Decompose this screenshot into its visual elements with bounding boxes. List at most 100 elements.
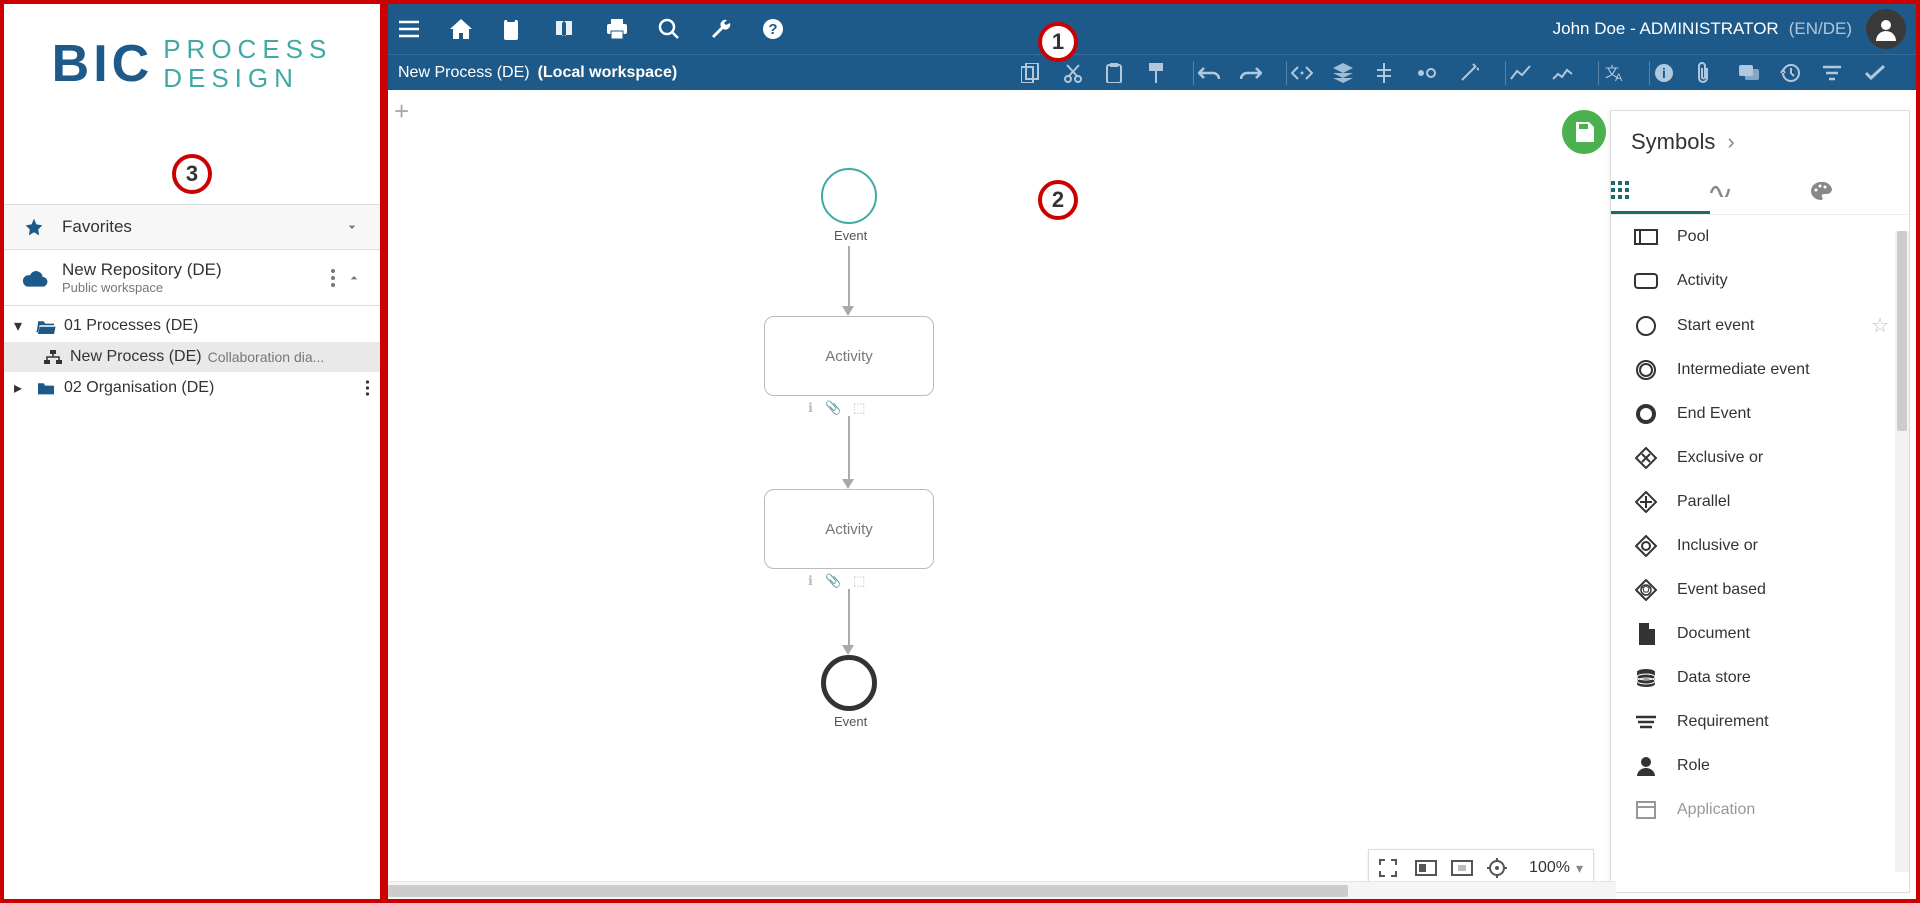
exclusive-or-icon <box>1631 446 1661 470</box>
symbol-requirement[interactable]: Requirement <box>1611 700 1909 744</box>
favorites-section[interactable]: Favorites <box>4 204 380 249</box>
paste-icon[interactable] <box>1105 63 1147 83</box>
fit-width-icon[interactable] <box>1415 860 1451 876</box>
translate-icon[interactable]: 文A <box>1603 63 1645 83</box>
redo-icon[interactable] <box>1240 65 1282 81</box>
parallel-icon <box>1631 490 1661 514</box>
symbol-application[interactable]: Application <box>1611 788 1909 832</box>
fit-page-icon[interactable] <box>1451 860 1487 876</box>
arrow-1[interactable] <box>848 246 850 308</box>
activity-2[interactable]: Activity <box>764 489 934 569</box>
symbol-parallel[interactable]: Parallel <box>1611 480 1909 524</box>
print-icon[interactable] <box>606 19 658 39</box>
symbols-title: Symbols <box>1631 129 1715 155</box>
symbol-pool[interactable]: Pool <box>1611 215 1909 259</box>
help-icon[interactable]: ? <box>762 18 814 40</box>
chevron-right-icon: › <box>1727 129 1734 155</box>
arrow-2[interactable] <box>848 416 850 481</box>
avatar-button[interactable] <box>1866 9 1906 49</box>
end-event-icon <box>1631 402 1661 426</box>
search-icon[interactable] <box>658 18 710 40</box>
chart-trend-icon[interactable] <box>1552 65 1594 81</box>
end-event-shape[interactable] <box>821 655 877 711</box>
repo-menu-icon[interactable] <box>330 268 336 288</box>
history-icon[interactable] <box>1780 63 1822 83</box>
favorite-star-icon[interactable]: ☆ <box>1871 313 1889 338</box>
horizontal-scrollbar[interactable] <box>388 881 1616 899</box>
align-center-icon[interactable] <box>1375 63 1417 83</box>
breadcrumb-workspace: (Local workspace) <box>538 64 678 82</box>
annotation-1: 1 <box>1038 22 1078 62</box>
symbol-activity[interactable]: Activity <box>1611 259 1909 303</box>
tree-label: 01 Processes (DE) <box>64 317 198 335</box>
layers-icon[interactable] <box>1333 63 1375 83</box>
tree-label: New Process (DE) <box>70 348 202 366</box>
copy-icon[interactable] <box>1021 63 1063 83</box>
symbol-document[interactable]: Document <box>1611 612 1909 656</box>
attach-icon[interactable] <box>1696 62 1738 84</box>
activity-1-icons: ℹ📎⬚ <box>808 400 865 416</box>
tree-item-processes[interactable]: ▾ 01 Processes (DE) <box>4 310 380 342</box>
symbol-role[interactable]: Role <box>1611 744 1909 788</box>
favorites-label: Favorites <box>62 217 344 237</box>
chart-line-icon[interactable] <box>1510 65 1552 81</box>
repository-row[interactable]: New Repository (DE) Public workspace <box>4 249 380 305</box>
bullet-icon[interactable] <box>1417 67 1459 79</box>
home-icon[interactable] <box>450 19 502 39</box>
activity-icon <box>1631 269 1661 293</box>
lang-label: (EN/DE) <box>1789 19 1852 39</box>
svg-text:i: i <box>1662 65 1666 81</box>
chevron-up-icon[interactable] <box>346 270 362 286</box>
info-icon[interactable]: i <box>1654 63 1696 83</box>
book-icon[interactable] <box>554 19 606 39</box>
canvas[interactable]: + Event Activity ℹ📎⬚ Activity ℹ📎⬚ Event … <box>388 90 1916 899</box>
center-icon[interactable] <box>1487 858 1523 878</box>
tab-scribble[interactable] <box>1710 169 1809 214</box>
clipboard-icon[interactable] <box>502 18 554 40</box>
start-event-icon <box>1631 314 1661 338</box>
wrench-icon[interactable] <box>710 18 762 40</box>
arrow-2-head <box>842 479 854 489</box>
format-painter-icon[interactable] <box>1147 63 1189 83</box>
symbol-event-based[interactable]: Event based <box>1611 568 1909 612</box>
data-store-icon <box>1631 666 1661 690</box>
menu-icon[interactable] <box>398 20 450 38</box>
fullscreen-icon[interactable] <box>1379 859 1415 877</box>
repo-subtitle: Public workspace <box>62 280 320 295</box>
arrow-3[interactable] <box>848 589 850 647</box>
symbol-intermediate-event[interactable]: Intermediate event <box>1611 348 1909 392</box>
comment-icon[interactable] <box>1738 64 1780 82</box>
symbols-title-row[interactable]: Symbols › <box>1611 111 1909 169</box>
item-menu-icon[interactable] <box>365 380 370 396</box>
code-icon[interactable] <box>1291 65 1333 81</box>
tab-palette[interactable] <box>1810 169 1909 214</box>
symbol-inclusive-or[interactable]: Inclusive or <box>1611 524 1909 568</box>
symbol-data-store[interactable]: Data store <box>1611 656 1909 700</box>
symbol-end-event[interactable]: End Event <box>1611 392 1909 436</box>
tab-grid[interactable] <box>1611 169 1710 214</box>
symbol-exclusive-or[interactable]: Exclusive or <box>1611 436 1909 480</box>
cut-icon[interactable] <box>1063 63 1105 83</box>
topbar-secondary: New Process (DE) (Local workspace) <box>388 54 1916 90</box>
symbol-start-event[interactable]: Start event☆ <box>1611 303 1909 348</box>
breadcrumb-title: New Process (DE) <box>398 64 530 82</box>
tree-item-new-process[interactable]: New Process (DE) Collaboration dia... <box>4 342 380 372</box>
logo-line2: DESIGN <box>163 64 332 93</box>
undo-icon[interactable] <box>1198 65 1240 81</box>
activity-1[interactable]: Activity <box>764 316 934 396</box>
logo-area: BIC PROCESS DESIGN 3 <box>4 4 380 204</box>
magic-icon[interactable] <box>1459 63 1501 83</box>
check-icon[interactable] <box>1864 65 1906 81</box>
start-event-shape[interactable] <box>821 168 877 224</box>
save-button[interactable] <box>1562 110 1606 154</box>
topbar-primary: ? John Doe - ADMINISTRATOR (EN/DE) <box>388 4 1916 54</box>
arrow-3-head <box>842 645 854 655</box>
inclusive-or-icon <box>1631 534 1661 558</box>
symbols-list: Pool Activity Start event☆ Intermediate … <box>1611 215 1909 892</box>
symbols-scrollbar[interactable] <box>1895 231 1909 872</box>
tree-item-organisation[interactable]: ▸ 02 Organisation (DE) <box>4 372 380 404</box>
filter-icon[interactable] <box>1822 65 1864 81</box>
start-event-label: Event <box>834 228 867 243</box>
zoom-level: 100% <box>1529 859 1570 877</box>
zoom-dropdown-icon[interactable]: ▾ <box>1576 860 1583 877</box>
